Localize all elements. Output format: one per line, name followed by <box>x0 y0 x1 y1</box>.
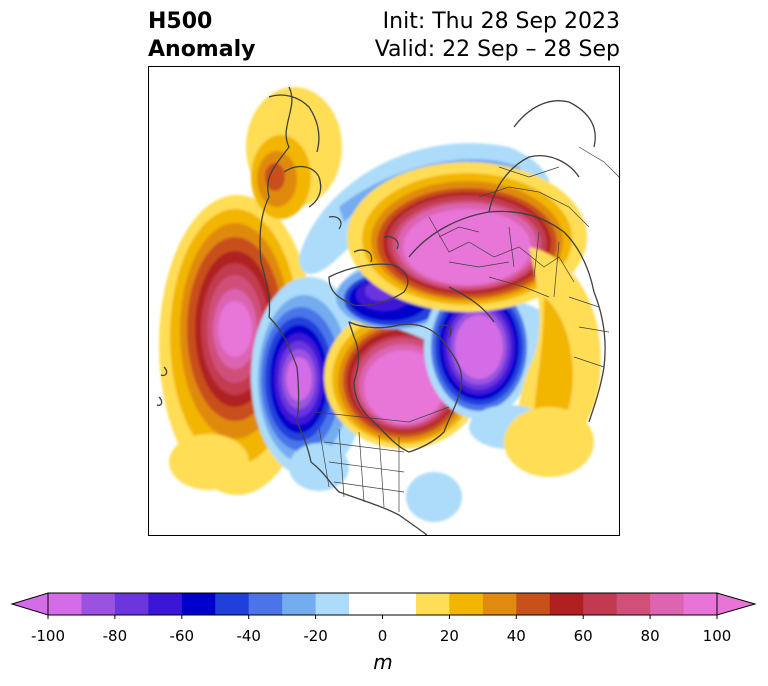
colorbar-tick-label: 80 <box>640 627 660 645</box>
colorbar-segment <box>382 593 417 615</box>
colorbar-tick-label: -60 <box>169 627 195 645</box>
colorbar-tick-label: -80 <box>102 627 128 645</box>
colorbar-segment <box>616 593 651 615</box>
anomaly-ne-pacific-positive <box>159 195 315 495</box>
colorbar <box>10 592 757 619</box>
colorbar-segment <box>482 593 517 615</box>
colorbar-segment <box>315 593 350 615</box>
colorbar-segment <box>181 593 216 615</box>
colorbar-segment <box>683 593 718 615</box>
colorbar-segment <box>114 593 149 615</box>
colorbar-segment <box>48 593 82 615</box>
colorbar-segment <box>148 593 183 615</box>
colorbar-tick-label: 0 <box>377 627 388 645</box>
colorbar-segment <box>583 593 618 615</box>
anomaly-western-canada-negative <box>251 277 367 477</box>
colorbar-segment <box>549 593 584 615</box>
colorbar-segment <box>81 593 116 615</box>
colorbar-extend-high <box>716 592 757 616</box>
title-variable: H500 <box>148 9 213 34</box>
anomaly-siberia-positive <box>517 247 601 453</box>
anomaly-alaska-positive <box>246 87 342 219</box>
colorbar-tick-label: -40 <box>236 627 261 645</box>
colorbar-segment <box>449 593 484 615</box>
map-title: H500 Anomaly <box>148 8 255 64</box>
anomaly-map-svg <box>156 86 619 535</box>
anomaly-southern-positive <box>169 407 594 490</box>
colorbar-unit: m <box>373 650 393 674</box>
colorbar-segment <box>516 593 551 615</box>
title-field: Anomaly <box>148 37 256 62</box>
valid-range: Valid: 22 Sep – 28 Sep <box>374 37 620 62</box>
colorbar-segment <box>282 593 317 615</box>
colorbar-segment <box>215 593 250 615</box>
colorbar-tick-label: 60 <box>573 627 593 645</box>
colorbar-segment <box>349 593 383 615</box>
colorbar-segment <box>248 593 283 615</box>
country-borders <box>313 146 619 512</box>
anomaly-fill-layer <box>159 87 601 522</box>
anomaly-map <box>148 66 620 536</box>
coastlines <box>156 86 606 535</box>
colorbar-tick-label: 100 <box>702 627 732 645</box>
colorbar-tick-label: -100 <box>30 627 66 645</box>
colorbar-extend-low <box>10 592 49 616</box>
map-dates: Init: Thu 28 Sep 2023 Valid: 22 Sep – 28… <box>375 8 620 64</box>
colorbar-segment <box>650 593 685 615</box>
colorbar-tick-label: -20 <box>303 627 328 645</box>
colorbar-tick-label: 40 <box>506 627 526 645</box>
colorbar-segment <box>415 593 450 615</box>
colorbar-tick-label: 20 <box>439 627 459 645</box>
init-date: Init: Thu 28 Sep 2023 <box>382 9 620 34</box>
